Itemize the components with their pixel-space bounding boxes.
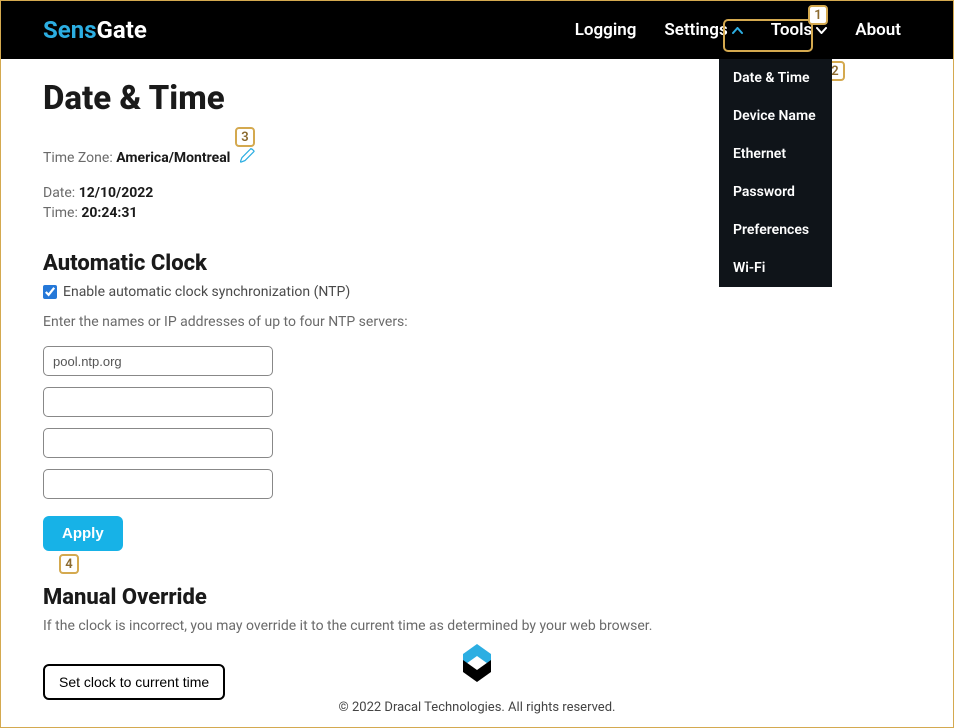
ntp-server-4[interactable]: [43, 469, 273, 499]
apply-button[interactable]: Apply: [43, 516, 123, 551]
ntp-checkbox[interactable]: [43, 285, 57, 299]
nav-about-label: About: [855, 20, 901, 40]
ntp-checkbox-label: Enable automatic clock synchronization (…: [63, 284, 350, 300]
navbar: SensGate Logging Settings Tools About: [1, 1, 953, 59]
footer: © 2022 Dracal Technologies. All rights r…: [1, 642, 953, 715]
chevron-up-icon: [732, 23, 743, 37]
nav-tools-label: Tools: [771, 20, 813, 40]
dropdown-item-device-name[interactable]: Device Name: [719, 97, 832, 135]
pencil-icon[interactable]: [240, 148, 255, 167]
manual-help-text: If the clock is incorrect, you may overr…: [43, 618, 911, 634]
footer-text: © 2022 Dracal Technologies. All rights r…: [1, 700, 953, 715]
logo-first: Sens: [43, 16, 97, 44]
ntp-server-1[interactable]: [43, 346, 273, 376]
ntp-server-2[interactable]: [43, 387, 273, 417]
timezone-label: Time Zone:: [43, 150, 113, 166]
logo[interactable]: SensGate: [43, 16, 147, 44]
date-value: 12/10/2022: [79, 185, 154, 201]
nav-settings[interactable]: Settings: [650, 2, 756, 58]
time-value: 20:24:31: [81, 205, 137, 221]
ntp-server-3[interactable]: [43, 428, 273, 458]
nav-logging[interactable]: Logging: [561, 2, 651, 58]
timezone-value: America/Montreal: [116, 150, 230, 166]
chevron-down-icon: [816, 23, 827, 37]
logo-second: Gate: [97, 16, 147, 44]
nav-logging-label: Logging: [575, 20, 637, 40]
date-label: Date:: [43, 185, 75, 201]
ntp-help-text: Enter the names or IP addresses of up to…: [43, 314, 911, 330]
timezone-line: Time Zone: America/Montreal: [43, 150, 230, 166]
manual-override-title: Manual Override: [43, 585, 911, 610]
time-label: Time:: [43, 205, 78, 221]
dropdown-item-preferences[interactable]: Preferences: [719, 211, 832, 249]
nav-about[interactable]: About: [841, 2, 915, 58]
dropdown-item-password[interactable]: Password: [719, 173, 832, 211]
dropdown-item-date-time[interactable]: Date & Time: [719, 59, 832, 97]
nav-settings-label: Settings: [664, 20, 727, 40]
settings-dropdown: Date & Time Device Name Ethernet Passwor…: [719, 59, 832, 287]
footer-logo: [1, 642, 953, 688]
dropdown-item-wifi[interactable]: Wi-Fi: [719, 249, 832, 287]
nav-tools[interactable]: Tools: [757, 2, 842, 58]
dropdown-item-ethernet[interactable]: Ethernet: [719, 135, 832, 173]
